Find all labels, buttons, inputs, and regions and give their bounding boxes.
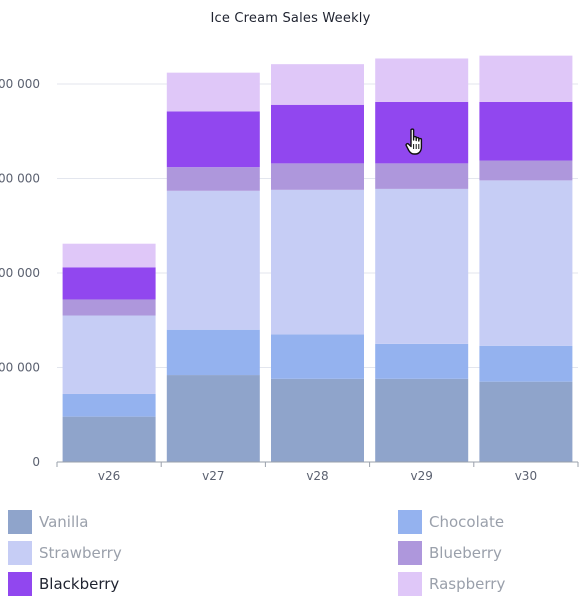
bar-segment-blackberry [271, 104, 364, 164]
legend-swatch [398, 541, 422, 565]
bar-segment-strawberry [62, 315, 156, 394]
legend-item-blueberry[interactable]: Blueberry [398, 541, 502, 565]
bar-segment-blackberry [166, 111, 260, 168]
bar-segment-raspberry [479, 55, 573, 102]
y-tick-label: 000 000 [0, 172, 40, 186]
bar-segment-vanilla [166, 375, 260, 462]
legend-swatch [8, 541, 32, 565]
legend-label: Blackberry [39, 575, 120, 593]
bar-segment-blackberry [62, 267, 156, 300]
legend-swatch [398, 572, 422, 596]
legend-label: Strawberry [39, 544, 122, 562]
bar-segment-blackberry[interactable] [375, 101, 469, 164]
legend-item-blackberry[interactable]: Blackberry [8, 572, 119, 596]
y-tick-label: 000 000 [0, 77, 40, 91]
bar-segment-vanilla [375, 378, 469, 462]
bar-segment-blueberry [271, 163, 364, 190]
x-tick-label: v27 [202, 469, 224, 483]
legend-item-chocolate[interactable]: Chocolate [398, 510, 504, 534]
x-tick-label: v28 [306, 469, 328, 483]
bar-segment-strawberry [166, 190, 260, 330]
bar-segment-blueberry [166, 167, 260, 191]
legend-label: Blueberry [429, 544, 502, 562]
x-tick-label: v29 [411, 469, 433, 483]
bar-segment-vanilla [62, 416, 156, 462]
bar-segment-vanilla [271, 378, 364, 462]
chart-plot: 0 000 000 000 000 000 000 000 000 v26 v27 v28 v2… [0, 55, 579, 483]
bar-segment-blueberry [62, 299, 156, 316]
bar-segment-strawberry [271, 189, 364, 335]
legend-item-vanilla[interactable]: Vanilla [8, 510, 89, 534]
bar-segment-chocolate [271, 334, 364, 379]
legend-swatch [8, 572, 32, 596]
y-tick-label: 0 [32, 455, 40, 469]
bar-segment-chocolate [62, 393, 156, 417]
legend-label: Chocolate [429, 513, 505, 531]
bar-segment-chocolate [479, 345, 573, 382]
legend-label: Raspberry [429, 575, 506, 593]
bar-segment-chocolate [375, 343, 469, 379]
bar-segment-strawberry [479, 180, 573, 346]
bar-segment-vanilla [479, 381, 573, 462]
y-tick-label: 000 000 [0, 361, 40, 375]
bar-segment-raspberry [62, 243, 156, 268]
hand-pointer-cursor-icon [405, 128, 423, 155]
x-tick-label: v26 [98, 469, 120, 483]
legend-swatch [398, 510, 422, 534]
bar-segment-chocolate [166, 329, 260, 376]
y-tick-label: 000 000 [0, 266, 40, 280]
bar-segment-blackberry [479, 101, 573, 161]
bar-segment-strawberry [375, 188, 469, 344]
bar-segment-blueberry [479, 160, 573, 181]
legend-swatch [8, 510, 32, 534]
chart-title: Ice Cream Sales Weekly [210, 11, 371, 26]
legend-item-raspberry[interactable]: Raspberry [398, 572, 505, 596]
legend-label: Vanilla [39, 513, 89, 531]
bar-segment-raspberry [271, 64, 364, 105]
bar-segment-raspberry [375, 58, 469, 102]
legend-item-strawberry[interactable]: Strawberry [8, 541, 122, 565]
bar-segment-blueberry [375, 163, 469, 189]
bar-segment-raspberry [166, 72, 260, 112]
x-tick-label: v30 [515, 469, 537, 483]
